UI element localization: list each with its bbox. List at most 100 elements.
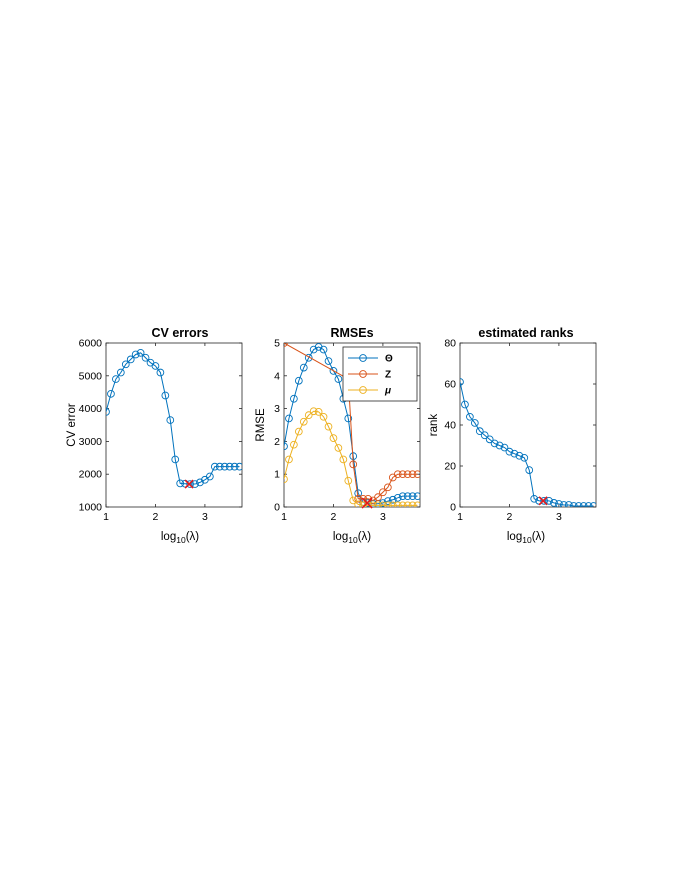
data-point-rmse-2	[354, 500, 363, 507]
data-point-rmse-1	[354, 494, 363, 503]
y-tick-label-rank: 40	[444, 420, 456, 432]
data-point-rmse-0	[309, 345, 318, 354]
data-point-rmse-1	[413, 470, 420, 479]
y-tick-label-rmse: 5	[274, 338, 280, 350]
y-tick-label-rank: 0	[450, 502, 456, 514]
series-group-rank	[460, 378, 596, 507]
data-point-rank-0	[520, 453, 529, 462]
data-point-rmse-2	[290, 440, 298, 449]
data-point-cv-0	[106, 408, 110, 416]
series-line-rmse-2	[284, 410, 418, 506]
data-point-rank-0	[505, 447, 514, 456]
data-point-cv-0	[210, 462, 219, 471]
data-point-rmse-0	[344, 414, 353, 423]
data-point-rmse-1	[408, 470, 417, 479]
data-point-rmse-2	[339, 455, 348, 464]
data-point-rank-0	[495, 441, 504, 450]
data-point-cv-0	[196, 478, 204, 487]
data-point-cv-0	[206, 472, 214, 481]
data-point-cv-0	[220, 462, 229, 471]
best-lambda-marker-rmse	[361, 497, 373, 509]
data-point-cv-0	[156, 368, 165, 377]
data-point-rank-0	[475, 427, 484, 436]
data-point-rmse-1	[393, 470, 402, 479]
data-point-rmse-2	[388, 501, 397, 507]
data-point-rmse-0	[299, 363, 308, 372]
y-tick-label-cv: 1000	[79, 502, 103, 514]
series-line-rmse-0	[284, 346, 418, 505]
data-point-rmse-2	[319, 412, 328, 421]
data-point-cv-0	[141, 353, 150, 362]
data-point-rmse-0	[384, 497, 392, 505]
data-point-rmse-0	[329, 367, 338, 375]
data-point-rank-0	[466, 412, 474, 421]
plot-area-rank	[459, 342, 597, 508]
chart-title-rank: estimated ranks	[478, 326, 573, 340]
data-point-cv-0	[107, 389, 115, 398]
data-point-rank-0	[550, 499, 558, 507]
data-point-rank-0	[569, 502, 578, 507]
legend-entry-2: μ	[384, 386, 391, 397]
legend-rmse: ΘZμ	[342, 346, 418, 402]
data-point-cv-0	[121, 360, 130, 369]
data-point-rmse-2	[349, 496, 358, 505]
data-point-cv-0	[131, 350, 140, 359]
data-point-rank-0	[525, 466, 534, 474]
y-tick-label-cv: 4000	[79, 403, 103, 415]
x-tick-label-cv: 1	[103, 511, 109, 523]
data-point-rank-0	[500, 443, 509, 452]
data-point-rmse-1	[403, 470, 412, 479]
data-point-rmse-2	[359, 501, 367, 507]
y-tick-label-rmse: 1	[274, 469, 280, 481]
data-point-rank-0	[574, 502, 583, 507]
data-point-cv-0	[116, 368, 125, 377]
x-axis-label-rmse: log10(λ)	[333, 531, 371, 545]
data-point-rmse-1	[398, 470, 407, 479]
chart-title-cv: CV errors	[152, 326, 209, 340]
data-point-rmse-1	[374, 493, 382, 502]
x-tick-label-cv: 3	[202, 511, 208, 523]
data-point-rank-0	[564, 501, 573, 507]
data-point-rank-0	[490, 439, 499, 448]
data-point-rank-0	[540, 497, 548, 505]
y-tick-label-rmse: 4	[274, 370, 280, 382]
data-point-rmse-0	[284, 442, 288, 451]
y-axis-label-cv: CV error	[66, 403, 78, 447]
data-point-cv-0	[161, 391, 170, 400]
data-point-rmse-2	[304, 411, 313, 420]
data-point-rmse-2	[374, 501, 382, 507]
data-point-rank-0	[589, 502, 596, 507]
y-tick-label-rmse: 3	[274, 403, 280, 415]
data-point-cv-0	[186, 480, 194, 488]
data-point-rmse-1	[349, 460, 358, 469]
y-tick-label-cv: 5000	[79, 370, 103, 382]
data-point-rmse-0	[294, 376, 303, 385]
data-point-rank-0	[530, 494, 539, 503]
data-point-cv-0	[112, 375, 120, 383]
data-point-cv-0	[136, 348, 145, 357]
data-point-rank-0	[579, 502, 588, 507]
legend-entry-1: Z	[385, 370, 391, 381]
data-point-rmse-2	[413, 501, 420, 507]
data-point-rmse-2	[294, 427, 303, 436]
data-point-rmse-2	[299, 417, 308, 426]
data-point-rmse-2	[324, 422, 333, 431]
legend-marker-0	[359, 354, 367, 362]
y-tick-label-rmse: 0	[274, 502, 280, 514]
legend-entry-0: Θ	[385, 354, 393, 365]
data-point-rmse-0	[290, 394, 298, 403]
data-point-rank-0	[480, 431, 489, 440]
x-tick-label-rmse: 1	[281, 511, 287, 523]
data-point-rmse-2	[344, 476, 353, 485]
plot-area-cv	[105, 342, 243, 508]
data-point-rmse-2	[334, 444, 343, 452]
data-point-cv-0	[235, 462, 242, 471]
data-point-rmse-2	[398, 501, 407, 507]
data-point-cv-0	[171, 455, 180, 464]
data-point-cv-0	[225, 462, 234, 471]
data-point-rmse-2	[384, 501, 392, 507]
legend-marker-2	[359, 386, 367, 394]
y-axis-label-rank: rank	[428, 414, 440, 437]
data-point-rank-0	[560, 501, 568, 507]
data-point-rank-0	[460, 378, 464, 386]
